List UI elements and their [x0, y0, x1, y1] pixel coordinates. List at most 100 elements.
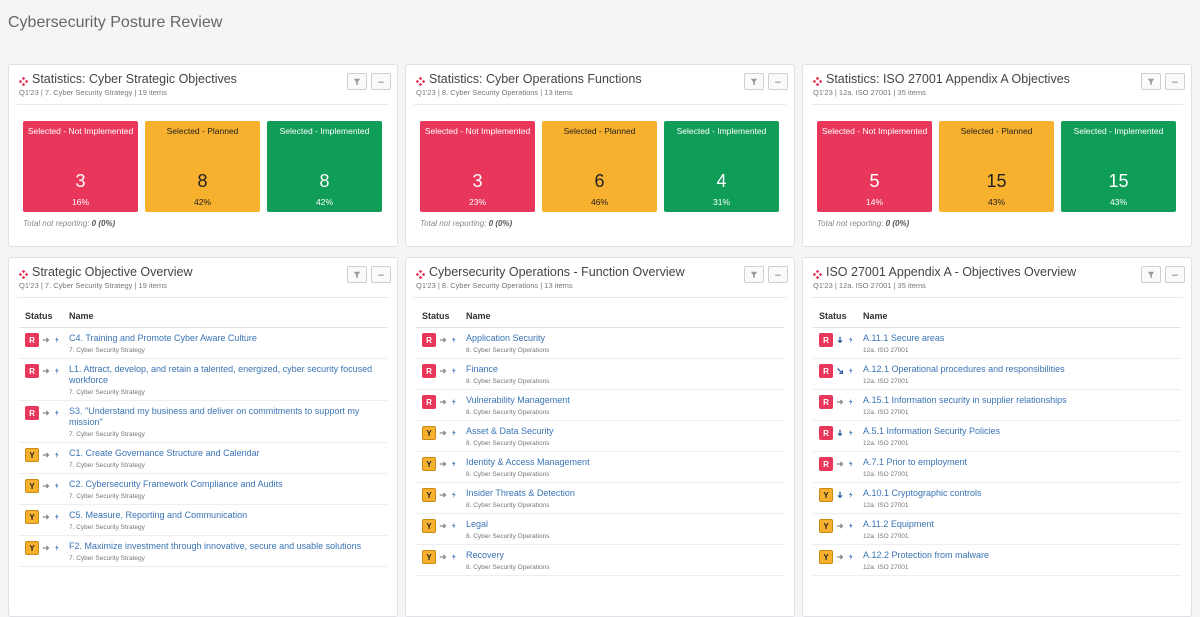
item-link[interactable]: F2. Maximize investment through innovati… — [69, 541, 362, 551]
tile-implemented[interactable]: Selected - Implemented 4 31% — [664, 121, 779, 212]
tile-implemented[interactable]: Selected - Implemented 15 43% — [1061, 121, 1176, 212]
status-badge: Y — [422, 550, 436, 564]
item-link[interactable]: A.15.1 Information security in supplier … — [863, 395, 1067, 405]
panel-header: Cybersecurity Operations - Function Over… — [414, 258, 788, 298]
item-category: 8. Cyber Security Operations — [466, 502, 550, 509]
minimize-button[interactable] — [1165, 73, 1185, 90]
item-link[interactable]: Application Security — [466, 333, 546, 343]
table-row: R Vulnerability Management 8. Cyber Securi… — [416, 390, 784, 421]
table-row: Y C1. Create Governance Structure and Cal… — [19, 443, 387, 474]
item-category: 12a. ISO 27001 — [863, 471, 909, 478]
status-cell: Y — [422, 550, 466, 571]
item-link[interactable]: A.7.1 Prior to employment — [863, 457, 968, 467]
item-link[interactable]: C5. Measure, Reporting and Communication — [69, 510, 248, 520]
column-header-status: Status — [819, 311, 847, 321]
item-link[interactable]: Legal — [466, 519, 489, 529]
item-link[interactable]: Recovery — [466, 550, 505, 560]
minimize-icon — [1172, 81, 1178, 83]
tile-count: 6 — [594, 171, 605, 191]
item-link[interactable]: Identity & Access Management — [466, 457, 590, 467]
status-cell: R — [819, 395, 863, 416]
table-row: Y Recovery 8. Cyber Security Operations — [416, 545, 784, 576]
tile-label: Selected - Implemented — [279, 126, 370, 136]
item-link[interactable]: A.10.1 Cryptographic controls — [863, 488, 982, 498]
table-row: R Application Security 8. Cyber Security O… — [416, 328, 784, 359]
arrow-down-icon — [837, 336, 843, 344]
item-link[interactable]: A.12.2 Protection from malware — [863, 550, 990, 560]
item-category: 12a. ISO 27001 — [863, 533, 909, 540]
status-cell: R — [422, 364, 466, 385]
tile-percent: 14% — [865, 197, 883, 207]
minimize-button[interactable] — [768, 266, 788, 283]
status-badge: Y — [25, 479, 39, 493]
item-link[interactable]: Insider Threats & Detection — [466, 488, 575, 498]
item-category: 8. Cyber Security Operations — [466, 533, 550, 540]
panel-header: ISO 27001 Appendix A - Objectives Overvi… — [811, 258, 1185, 298]
item-category: 8. Cyber Security Operations — [466, 409, 550, 416]
filter-button[interactable] — [347, 266, 367, 283]
tile-count: 3 — [75, 171, 86, 191]
tile-not-implemented[interactable]: Selected - Not Implemented 3 23% — [420, 121, 535, 212]
item-link[interactable]: C1. Create Governance Structure and Cale… — [69, 448, 260, 458]
status-cell: R — [25, 364, 69, 396]
not-reporting-value: 0 (0%) — [885, 219, 910, 228]
item-category: 7. Cyber Security Strategy — [69, 389, 145, 396]
tile-not-implemented[interactable]: Selected - Not Implemented 5 14% — [817, 121, 932, 212]
item-link[interactable]: C4. Training and Promote Cyber Aware Cul… — [69, 333, 257, 343]
diamond-icon — [18, 75, 29, 86]
pulse-icon — [55, 451, 59, 459]
item-link[interactable]: Vulnerability Management — [466, 395, 570, 405]
item-link[interactable]: Asset & Data Security — [466, 426, 554, 436]
minimize-icon — [775, 81, 781, 83]
item-link[interactable]: C2. Cybersecurity Framework Compliance a… — [69, 479, 283, 489]
name-cell: F2. Maximize investment through innovati… — [69, 541, 381, 562]
dashboard-grid: Statistics: Cyber Strategic Objectives Q1… — [8, 64, 1192, 617]
filter-button[interactable] — [1141, 266, 1161, 283]
tile-planned[interactable]: Selected - Planned 6 46% — [542, 121, 657, 212]
status-cell: R — [25, 406, 69, 438]
pulse-icon — [452, 429, 456, 437]
filter-button[interactable] — [347, 73, 367, 90]
minimize-button[interactable] — [1165, 266, 1185, 283]
status-badge: Y — [819, 550, 833, 564]
pulse-icon — [849, 336, 853, 344]
tile-implemented[interactable]: Selected - Implemented 8 42% — [267, 121, 382, 212]
table-row: R A.15.1 Information security in supplier… — [813, 390, 1181, 421]
tile-label: Selected - Implemented — [676, 126, 767, 136]
name-cell: Asset & Data Security 8. Cyber Security O… — [466, 426, 778, 447]
panel-title: ISO 27001 Appendix A - Objectives Overvi… — [812, 265, 1076, 279]
panel-title: Cybersecurity Operations - Function Over… — [415, 265, 685, 279]
filter-button[interactable] — [744, 266, 764, 283]
panel-subtitle: Q1'23 | 8. Cyber Security Operations | 1… — [416, 281, 573, 290]
tile-planned[interactable]: Selected - Planned 8 42% — [145, 121, 260, 212]
tile-planned[interactable]: Selected - Planned 15 43% — [939, 121, 1054, 212]
item-link[interactable]: A.11.1 Secure areas — [863, 333, 945, 343]
minimize-button[interactable] — [768, 73, 788, 90]
tile-label: Selected - Not Implemented — [27, 126, 134, 136]
item-link[interactable]: A.12.1 Operational procedures and respon… — [863, 364, 1065, 374]
status-cell: Y — [422, 457, 466, 478]
tile-percent: 43% — [1109, 197, 1127, 207]
panel-header: Strategic Objective Overview Q1'23 | 7. C… — [17, 258, 391, 298]
minimize-icon — [378, 274, 384, 276]
table-row: Y C5. Measure, Reporting and Communicatio… — [19, 505, 387, 536]
panel-title: Statistics: Cyber Strategic Objectives — [18, 72, 237, 86]
table-header: Status Name — [19, 311, 387, 328]
minimize-button[interactable] — [371, 73, 391, 90]
item-link[interactable]: L1. Attract, develop, and retain a talen… — [69, 364, 373, 385]
item-link[interactable]: Finance — [466, 364, 499, 374]
stats-panel-operations: Statistics: Cyber Operations Functions Q1… — [405, 64, 795, 247]
item-link[interactable]: S3. "Understand my business and deliver … — [69, 406, 360, 427]
filter-button[interactable] — [1141, 73, 1161, 90]
pulse-icon — [452, 522, 456, 530]
item-link[interactable]: A.11.2 Equipment — [863, 519, 934, 529]
tile-not-implemented[interactable]: Selected - Not Implemented 3 16% — [23, 121, 138, 212]
minimize-icon — [1172, 274, 1178, 276]
panel-header: Statistics: ISO 27001 Appendix A Objecti… — [811, 65, 1185, 105]
status-badge: Y — [422, 426, 436, 440]
pulse-icon — [55, 336, 59, 344]
minimize-icon — [378, 81, 384, 83]
minimize-button[interactable] — [371, 266, 391, 283]
filter-button[interactable] — [744, 73, 764, 90]
item-link[interactable]: A.5.1 Information Security Policies — [863, 426, 1001, 436]
